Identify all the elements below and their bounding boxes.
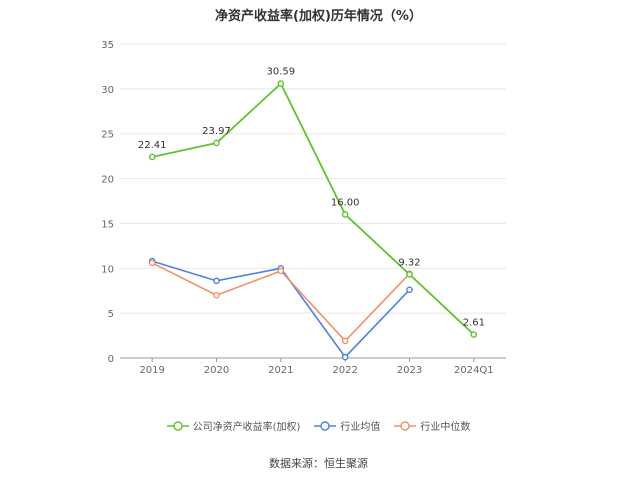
legend-item[interactable]: 行业中位数 [394, 418, 470, 433]
y-tick-label: 35 [101, 40, 114, 51]
legend-marker-icon [166, 420, 189, 431]
data-point [341, 337, 349, 345]
x-tick-label: 2020 [204, 365, 229, 376]
y-tick-label: 25 [101, 130, 114, 141]
x-tick-label: 2024Q1 [454, 365, 494, 376]
legend-item[interactable]: 公司净资产收益率(加权) [166, 418, 301, 433]
series-line-1 [151, 260, 411, 359]
y-tick-label: 30 [101, 85, 114, 96]
legend-label: 行业均值 [340, 422, 381, 433]
data-point [406, 286, 413, 294]
x-tick-label: 2023 [397, 365, 422, 376]
data-label: 22.41 [138, 140, 167, 151]
data-point [341, 353, 349, 361]
data-point [406, 271, 413, 278]
data-label: 23.97 [202, 126, 231, 137]
y-tick-label: 20 [101, 175, 114, 186]
y-tick-label: 0 [108, 354, 114, 365]
x-tick-label: 2019 [139, 365, 164, 376]
data-point [148, 259, 156, 267]
x-tick-label: 2022 [332, 365, 357, 376]
data-point [341, 211, 349, 218]
legend-marker-icon [314, 420, 337, 431]
data-point [213, 277, 220, 285]
data-label: 2.61 [463, 318, 485, 329]
legend-item[interactable]: 行业均值 [314, 418, 380, 433]
data-point [213, 139, 220, 147]
data-label: 9.32 [398, 257, 420, 268]
y-tick-label: 15 [101, 219, 114, 230]
data-source: 数据来源：恒生聚源 [269, 457, 368, 470]
series-line-0 [151, 82, 475, 336]
data-point [277, 267, 285, 275]
legend: 公司净资产收益率(加权) 行业均值 行业中位数 [0, 418, 637, 433]
data-point [470, 331, 478, 338]
data-label: 30.59 [267, 67, 296, 78]
legend-label: 行业中位数 [420, 422, 471, 433]
y-tick-label: 10 [101, 264, 114, 275]
chart-svg: 0 5 10 15 20 25 30 35 2019 2020 2021 2022 2023 2024Q1… [101, 40, 506, 376]
y-tick-label: 5 [108, 309, 114, 320]
data-point [148, 153, 156, 161]
x-tick-label: 2021 [268, 365, 293, 376]
data-point [277, 80, 285, 87]
legend-marker-icon [394, 420, 417, 431]
legend-label: 公司净资产收益率(加权) [192, 422, 301, 433]
data-label: 16.00 [331, 197, 360, 208]
chart-title: 净资产收益率(加权)历年情况（%） [215, 9, 422, 24]
data-point [213, 291, 220, 299]
